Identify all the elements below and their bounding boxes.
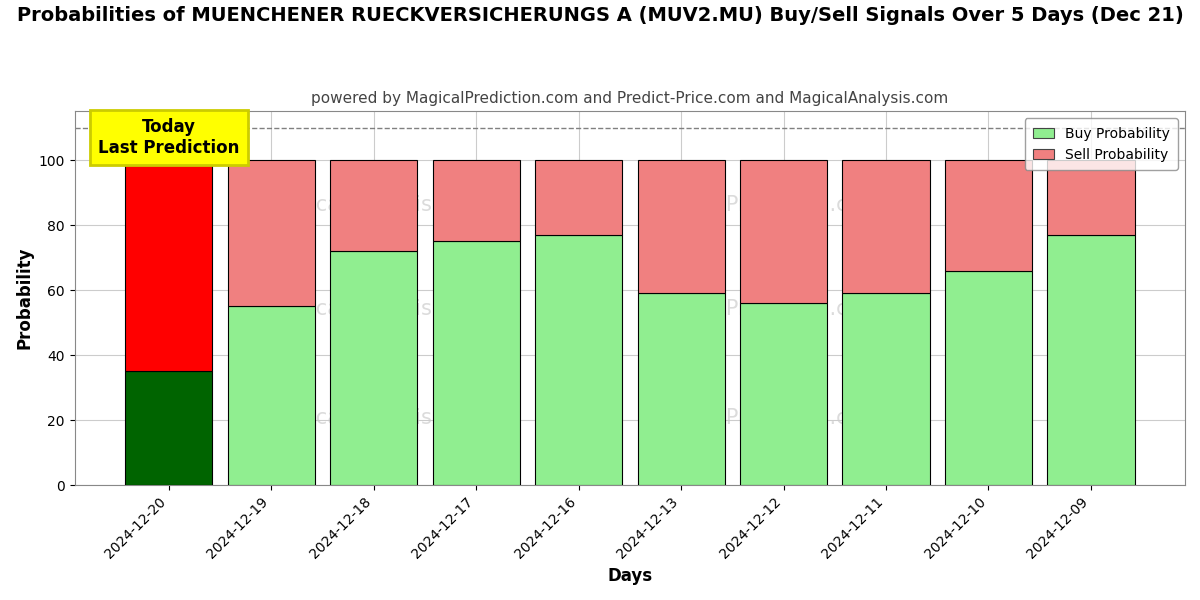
Bar — [1048, 160, 1134, 235]
Bar — [740, 160, 827, 303]
Text: MagicalPrediction.com: MagicalPrediction.com — [646, 195, 881, 215]
Bar — [228, 307, 314, 485]
Bar — [944, 271, 1032, 485]
X-axis label: Days: Days — [607, 567, 653, 585]
Text: MagicalAnalysis.com: MagicalAnalysis.com — [266, 408, 482, 428]
Bar — [125, 371, 212, 485]
Text: Probabilities of MUENCHENER RUECKVERSICHERUNGS A (MUV2.MU) Buy/Sell Signals Over: Probabilities of MUENCHENER RUECKVERSICH… — [17, 6, 1183, 25]
Bar — [842, 293, 930, 485]
Title: powered by MagicalPrediction.com and Predict-Price.com and MagicalAnalysis.com: powered by MagicalPrediction.com and Pre… — [311, 91, 948, 106]
Text: MagicalAnalysis.com: MagicalAnalysis.com — [266, 195, 482, 215]
Bar — [944, 160, 1032, 271]
Legend: Buy Probability, Sell Probability: Buy Probability, Sell Probability — [1025, 118, 1178, 170]
Bar — [125, 160, 212, 371]
Text: MagicalAnalysis.com: MagicalAnalysis.com — [266, 299, 482, 319]
Text: MagicalPrediction.com: MagicalPrediction.com — [646, 299, 881, 319]
Bar — [1048, 235, 1134, 485]
Bar — [432, 160, 520, 241]
Bar — [330, 251, 418, 485]
Bar — [740, 303, 827, 485]
Bar — [432, 241, 520, 485]
Bar — [228, 160, 314, 307]
Bar — [535, 160, 622, 235]
Text: Today
Last Prediction: Today Last Prediction — [98, 118, 239, 157]
Bar — [637, 293, 725, 485]
Bar — [637, 160, 725, 293]
Text: MagicalPrediction.com: MagicalPrediction.com — [646, 408, 881, 428]
Y-axis label: Probability: Probability — [16, 247, 34, 349]
Bar — [330, 160, 418, 251]
Bar — [535, 235, 622, 485]
Bar — [842, 160, 930, 293]
